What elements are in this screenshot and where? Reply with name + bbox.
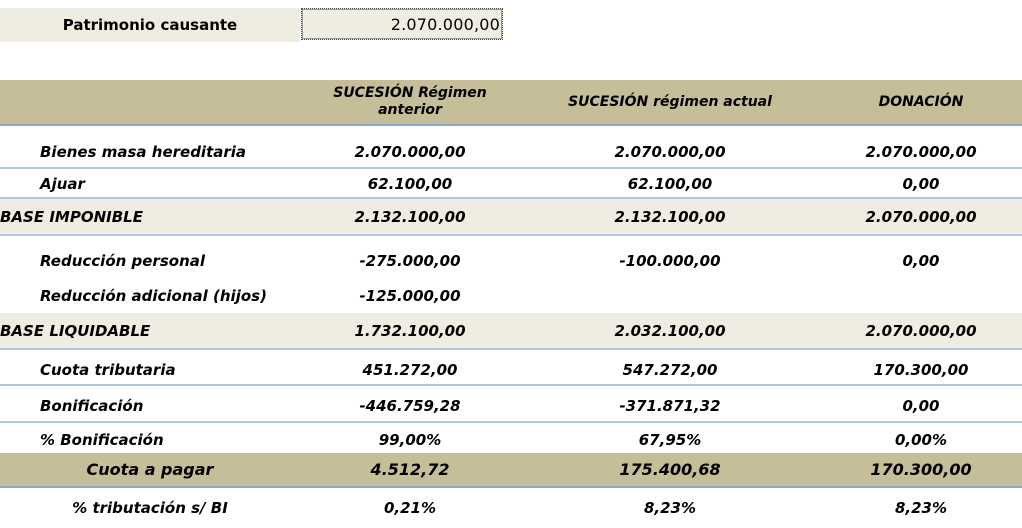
patrimonio-value-cell[interactable]: 2.070.000,00	[301, 8, 503, 40]
cell-value: 0,00	[902, 397, 940, 415]
header-sucesion-actual: SUCESIÓN régimen actual	[568, 93, 772, 110]
cell-value: 8,23%	[894, 499, 948, 517]
cell-value	[520, 280, 820, 312]
table-row: Bienes masa hereditaria 2.070.000,00 2.0…	[0, 137, 1022, 169]
cell-value: -275.000,00	[359, 252, 461, 270]
table-row: % Bonificación 99,00% 67,95% 0,00%	[0, 427, 1022, 453]
cell-value: 451.272,00	[362, 360, 458, 379]
cell-value: 170.300,00	[870, 460, 972, 479]
table-row: BASE LIQUIDABLE 1.732.100,00 2.032.100,0…	[0, 313, 1022, 350]
row-label: BASE LIQUIDABLE	[0, 321, 151, 340]
row-label: BASE IMPONIBLE	[0, 207, 143, 226]
table-row: Reducción personal -275.000,00 -100.000,…	[0, 245, 1022, 277]
cell-value: 0,00	[902, 175, 940, 193]
table-row: BASE IMPONIBLE 2.132.100,00 2.132.100,00…	[0, 199, 1022, 236]
cell-value: 2.070.000,00	[614, 143, 726, 161]
row-label: Reducción adicional (hijos)	[40, 287, 267, 305]
cell-value: 2.132.100,00	[614, 207, 726, 226]
cell-value: -371.871,32	[619, 397, 721, 415]
cell-value: 62.100,00	[627, 175, 713, 193]
header-sucesion-anterior: SUCESIÓN Régimen anterior	[333, 85, 487, 118]
cell-value: 2.070.000,00	[865, 207, 977, 226]
cell-value: 67,95%	[638, 431, 702, 449]
cell-value: 4.512,72	[370, 460, 450, 479]
cell-value: 2.070.000,00	[354, 143, 466, 161]
header-donacion: DONACIÓN	[878, 93, 964, 110]
cell-value: 2.032.100,00	[614, 321, 726, 340]
cell-value: -125.000,00	[359, 287, 461, 305]
cell-value: 1.732.100,00	[354, 321, 466, 340]
total-row: Cuota a pagar 4.512,72 175.400,68 170.30…	[0, 453, 1022, 488]
row-label: % tributación s/ BI	[72, 499, 228, 517]
cell-value: 0,00	[902, 252, 940, 270]
row-label: Cuota tributaria	[40, 360, 176, 379]
cell-value	[820, 280, 1022, 312]
cell-value: 170.300,00	[873, 360, 969, 379]
cell-value: 2.070.000,00	[865, 143, 977, 161]
row-label: Bienes masa hereditaria	[40, 143, 247, 161]
row-label: Bonificación	[40, 397, 144, 415]
cell-value: 0,00%	[894, 431, 948, 449]
row-label: Cuota a pagar	[86, 460, 214, 479]
cell-value: 175.400,68	[619, 460, 721, 479]
row-label: Reducción personal	[40, 252, 206, 270]
table-row: Cuota tributaria 451.272,00 547.272,00 1…	[0, 355, 1022, 386]
cell-value: 62.100,00	[367, 175, 453, 193]
cell-value: 2.132.100,00	[354, 207, 466, 226]
cell-value: 99,00%	[378, 431, 442, 449]
cell-value: -100.000,00	[619, 252, 721, 270]
table-row: % tributación s/ BI 0,21% 8,23% 8,23%	[0, 492, 1022, 524]
cell-value: 547.272,00	[622, 360, 718, 379]
cell-value: 0,21%	[383, 499, 437, 517]
table-row: Reducción adicional (hijos) -125.000,00	[0, 280, 1022, 312]
table-row: Ajuar 62.100,00 62.100,00 0,00	[0, 171, 1022, 199]
patrimonio-label: Patrimonio causante	[0, 8, 300, 42]
cell-value: -446.759,28	[359, 397, 461, 415]
row-label: % Bonificación	[40, 431, 164, 449]
cell-value: 8,23%	[643, 499, 697, 517]
table-row: Bonificación -446.759,28 -371.871,32 0,0…	[0, 391, 1022, 423]
table-header: SUCESIÓN Régimen anterior SUCESIÓN régim…	[0, 80, 1022, 126]
row-label: Ajuar	[40, 175, 85, 193]
header-empty	[0, 80, 300, 124]
cell-value: 2.070.000,00	[865, 321, 977, 340]
